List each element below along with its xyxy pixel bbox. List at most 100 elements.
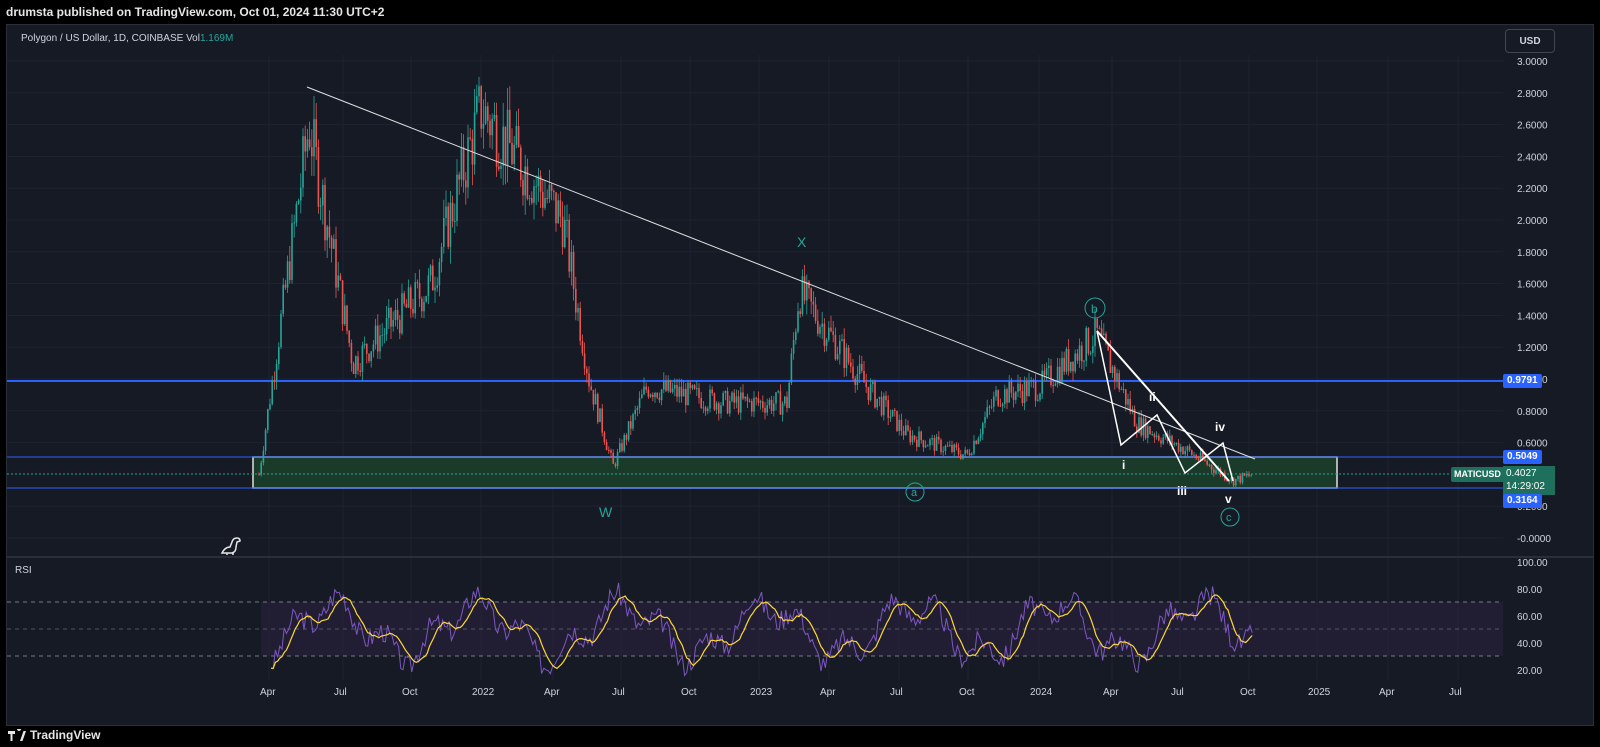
candle-body: [553, 190, 555, 193]
level-tag-0316: 0.3164: [1503, 494, 1542, 508]
candle-body: [1127, 398, 1129, 405]
candle-body: [1030, 380, 1032, 382]
candle-body: [808, 281, 810, 289]
candle-body: [1043, 370, 1046, 376]
candle-body: [581, 340, 584, 354]
time-tick-label: Oct: [681, 687, 697, 698]
candle-body: [1045, 367, 1048, 376]
candle-body: [1118, 373, 1120, 390]
candle-body: [1105, 333, 1107, 344]
candle-body: [506, 109, 509, 166]
candle-body: [663, 381, 665, 390]
candle-body: [753, 397, 755, 412]
candle-body: [583, 353, 586, 369]
candle-body: [828, 327, 830, 340]
candle-body: [429, 265, 432, 276]
candle-body: [960, 454, 962, 459]
candle-body: [546, 198, 548, 200]
candle-body: [627, 421, 630, 440]
candle-body: [599, 408, 601, 423]
candle-body: [407, 287, 410, 308]
candle-body: [328, 226, 331, 238]
candle-body: [1096, 318, 1098, 328]
candle-body: [737, 396, 740, 413]
candle-body: [1065, 349, 1068, 372]
candle-body: [476, 96, 478, 113]
chart-panel[interactable]: Polygon / US Dollar, 1D, COINBASE Vol1.1…: [6, 24, 1594, 726]
price-tick-label: 1.6000: [1517, 280, 1548, 291]
candle-body: [388, 307, 390, 319]
candle-body: [377, 325, 379, 352]
candle-body: [1010, 381, 1013, 393]
candle-body: [1111, 366, 1114, 373]
candle-body: [568, 219, 570, 272]
candle-body: [1160, 440, 1162, 444]
wave-channel-line: [1096, 330, 1230, 482]
candle-body: [986, 407, 988, 418]
candle-body: [786, 396, 788, 408]
rsi-axis[interactable]: 100.00 80.00 60.00 40.00 20.00: [1517, 558, 1548, 677]
price-chart[interactable]: W X a b c i ii iii iv v 3.0000 2.8000 2.60…: [7, 25, 1593, 725]
candle-body: [1213, 469, 1215, 473]
candle-body: [830, 327, 832, 332]
candle-body: [300, 187, 302, 201]
candle-body: [605, 442, 608, 451]
candle-body: [522, 179, 524, 196]
candle-body: [447, 206, 449, 247]
candle-body: [1169, 435, 1171, 442]
candle-body: [456, 174, 458, 222]
candle-body: [979, 434, 982, 439]
candle-body: [949, 445, 951, 447]
level-tag-0979: 0.9791: [1503, 374, 1542, 388]
candle-body: [674, 384, 676, 389]
candle-body: [1067, 349, 1070, 372]
candle-body: [306, 139, 309, 152]
candle-body: [601, 408, 603, 433]
candle-body: [858, 363, 861, 375]
candle-body: [852, 366, 854, 379]
time-axis[interactable]: Apr Jul Oct 2022 Apr Jul Oct 2023 Apr Jul Oct 2024 A…: [260, 687, 1462, 698]
candle-body: [1059, 366, 1061, 383]
price-tick-label: 1.8000: [1517, 248, 1548, 259]
candle-body: [773, 403, 775, 411]
rsi-line: [270, 582, 1253, 677]
candle-body: [357, 356, 359, 371]
price-tick-label: -0.0000: [1517, 534, 1551, 545]
candle-body: [1122, 389, 1125, 391]
candle-body: [621, 443, 623, 451]
candle-body: [691, 385, 694, 389]
candle-body: [575, 288, 577, 313]
currency-button[interactable]: USD: [1505, 29, 1555, 53]
candle-body: [641, 394, 643, 399]
candle-body: [337, 275, 339, 288]
candle-body: [713, 393, 716, 410]
candle-body: [326, 226, 328, 241]
candle-body: [1184, 450, 1186, 455]
candle-body: [638, 398, 641, 408]
candle-body: [539, 175, 542, 192]
candle-body: [1089, 352, 1092, 354]
price-tick-label: 2.6000: [1517, 121, 1548, 132]
time-tick-label: Apr: [820, 687, 836, 698]
candle-body: [636, 407, 639, 411]
candle-body: [317, 146, 320, 207]
candle-body: [526, 166, 529, 199]
wave-circle-b: [1084, 297, 1106, 319]
time-tick-label: 2025: [1308, 687, 1331, 698]
candle-body: [1204, 459, 1206, 462]
tradingview-logo[interactable]: TradingView: [8, 728, 100, 742]
candle-body: [623, 435, 625, 451]
rsi-tick-label: 20.00: [1517, 666, 1542, 677]
candle-body: [654, 392, 656, 398]
candle-body: [1162, 437, 1164, 444]
candle-body: [258, 474, 260, 476]
candle-body: [451, 202, 454, 222]
candle-body: [462, 147, 465, 181]
candle-body: [509, 109, 511, 143]
candle-body: [319, 205, 322, 207]
candle-body: [777, 391, 779, 393]
candle-body: [363, 343, 366, 346]
candle-body: [920, 431, 922, 441]
candle-body: [1155, 435, 1158, 438]
dinosaur-icon[interactable]: [219, 533, 243, 557]
